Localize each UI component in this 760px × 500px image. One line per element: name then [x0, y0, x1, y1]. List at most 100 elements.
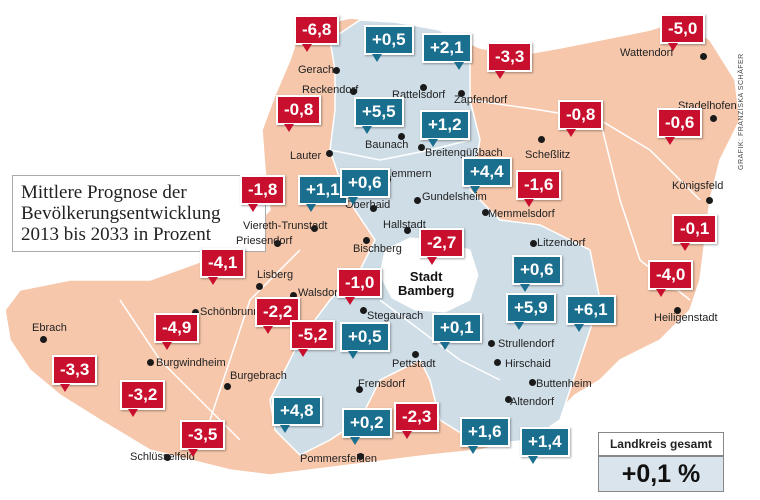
town-dot: [538, 136, 545, 143]
value-badge: -3,3: [52, 355, 98, 392]
town-label-burgwindheim: Burgwindheim: [156, 357, 226, 369]
value-badge: +4,4: [462, 157, 512, 194]
town-label-gerach: Gerach: [298, 64, 335, 76]
value-badge: -5,2: [290, 320, 336, 357]
town-dot: [164, 454, 171, 461]
value-badge: -5,0: [660, 14, 706, 51]
town-dot: [420, 84, 427, 91]
value-badge: -6,8: [294, 15, 340, 52]
town-dot: [363, 237, 370, 244]
town-label-breitenguessbach: Breitengüßbach: [425, 147, 503, 159]
town-dot: [40, 336, 47, 343]
town-label-burgebrach: Burgebrach: [230, 370, 287, 382]
value-badge: -1,0: [337, 268, 383, 305]
district-total-value: +0,1 %: [598, 456, 724, 492]
title-line-3: 2013 bis 2033 in Prozent: [21, 224, 211, 245]
value-badge: +2,1: [422, 33, 472, 70]
title-line-2: Bevölkerungsentwicklung: [21, 203, 221, 224]
town-dot: [290, 292, 297, 299]
town-label-schesslitz: Scheßlitz: [525, 149, 571, 161]
town-dot: [350, 88, 357, 95]
town-label-wattendorf: Wattendorf: [620, 47, 674, 59]
value-badge: -2,3: [394, 402, 440, 439]
town-label-hirschaid: Hirschaid: [505, 358, 551, 370]
town-label-viereth-trunstadt: Viereth-Trunstadt: [243, 220, 328, 232]
town-dot: [356, 386, 363, 393]
town-dot: [311, 225, 318, 232]
town-label-altendorf: Altendorf: [510, 396, 555, 408]
town-dot: [414, 197, 421, 204]
town-label-lauter: Lauter: [290, 150, 322, 162]
value-badge: -4,9: [154, 313, 200, 350]
town-label-pettstadt: Pettstadt: [392, 358, 436, 370]
value-badge: -3,5: [180, 420, 226, 457]
town-dot: [256, 283, 263, 290]
town-label-stegaurach: Stegaurach: [367, 310, 424, 322]
town-dot: [710, 115, 717, 122]
value-badge: -1,6: [516, 170, 562, 207]
value-badge: +5,9: [506, 293, 556, 330]
district-total-label: Landkreis gesamt: [598, 432, 724, 456]
town-label-memmelsdorf: Memmelsdorf: [488, 208, 555, 220]
town-dot: [529, 379, 536, 386]
town-label-zapfendorf: Zapfendorf: [454, 94, 508, 106]
town-label-buttenheim: Buttenheim: [536, 378, 592, 390]
value-badge: +0,2: [342, 408, 392, 445]
value-badge: +6,1: [566, 295, 616, 332]
value-badge: -4,0: [648, 260, 694, 297]
town-dot: [326, 150, 333, 157]
city-label: Stadt Bamberg: [398, 269, 455, 298]
value-badge: +0,5: [364, 25, 414, 62]
town-label-rattelsdorf: Rattelsdorf: [392, 89, 446, 101]
town-dot: [700, 53, 707, 60]
value-badge: -0,6: [657, 108, 703, 145]
town-label-pommersfelden: Pommersfelden: [300, 453, 378, 465]
town-label-koenigsfeld: Königsfeld: [672, 180, 724, 192]
value-badge: -4,1: [200, 248, 246, 285]
value-badge: -0,1: [672, 214, 718, 251]
value-badge: +0,5: [340, 322, 390, 359]
value-badge: +5,5: [354, 97, 404, 134]
town-label-schluesselfeld: Schlüsselfeld: [130, 451, 195, 463]
town-dot: [482, 209, 489, 216]
value-badge: -2,2: [255, 297, 301, 334]
town-dot: [404, 227, 411, 234]
value-badge: +1,4: [520, 427, 570, 464]
title-line-1: Mittlere Prognose der: [21, 182, 187, 203]
value-badge: -3,3: [487, 42, 533, 79]
town-label-strullendorf: Strullendorf: [498, 338, 555, 350]
town-dot: [147, 359, 154, 366]
town-dot: [494, 359, 501, 366]
town-label-walsdorf: Walsdorf: [298, 287, 341, 299]
town-label-frensdorf: Frensdorf: [358, 378, 406, 390]
town-label-hallstadt: Hallstadt: [383, 219, 426, 231]
value-badge: -0,8: [558, 100, 604, 137]
value-badge: -1,8: [240, 175, 286, 212]
town-dot: [505, 396, 512, 403]
graphic-credit: GRAFIK: FRANZISKA SCHÄFER: [738, 53, 745, 170]
town-dot: [488, 340, 495, 347]
value-badge: +1,6: [460, 417, 510, 454]
town-dot: [412, 351, 419, 358]
town-label-kemmern: Kemmern: [384, 168, 432, 180]
value-badge: -3,2: [120, 380, 166, 417]
town-dot: [357, 453, 364, 460]
town-label-priesendorf: Priesendorf: [236, 235, 293, 247]
town-dot: [674, 307, 681, 314]
town-label-schoenbrunn: Schönbrunn: [200, 306, 260, 318]
town-dot: [458, 90, 465, 97]
value-badge: +0,1: [432, 313, 482, 350]
town-dot: [530, 240, 537, 247]
town-dot: [398, 133, 405, 140]
value-badge: -2,7: [419, 228, 465, 265]
town-dot: [192, 309, 199, 316]
town-dot: [333, 67, 340, 74]
map-title: Mittlere Prognose der Bevölkerungsentwic…: [12, 175, 266, 252]
value-badge: +1,2: [420, 110, 470, 147]
value-badge: +0,6: [512, 255, 562, 292]
town-dot: [706, 197, 713, 204]
town-dot: [274, 240, 281, 247]
town-dot: [360, 307, 367, 314]
town-label-litzendorf: Litzendorf: [537, 237, 586, 249]
